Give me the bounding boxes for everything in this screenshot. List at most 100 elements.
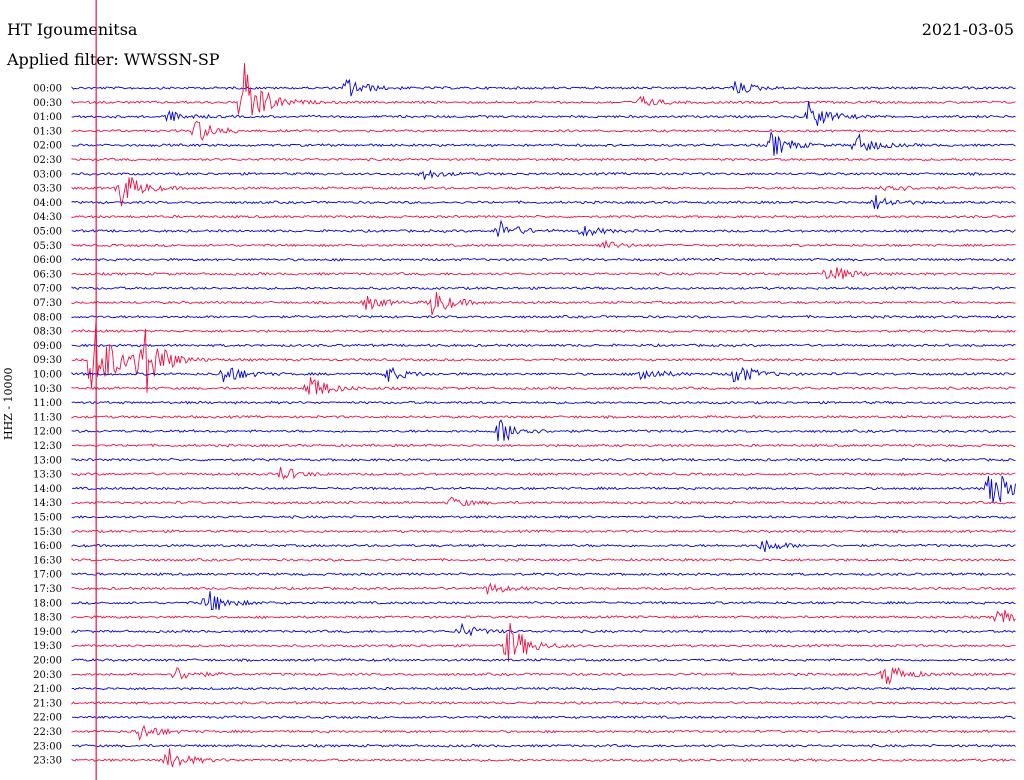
row-time-label: 04:30	[33, 212, 62, 223]
seismic-trace	[71, 686, 1016, 691]
row-time-label: 02:30	[33, 155, 62, 166]
seismic-trace	[71, 169, 1016, 180]
seismic-trace	[71, 622, 1016, 662]
seismic-trace	[71, 239, 1016, 249]
seismic-trace	[71, 715, 1016, 720]
row-time-label: 10:30	[33, 384, 62, 395]
row-time-label: 21:30	[33, 698, 62, 709]
row-time-label: 18:00	[33, 598, 62, 609]
seismic-trace	[71, 314, 1016, 319]
row-time-label: 20:30	[33, 670, 62, 681]
row-time-label: 06:30	[33, 269, 62, 280]
seismic-trace	[71, 557, 1016, 562]
seismic-trace	[71, 591, 1016, 611]
seismic-trace	[71, 443, 1016, 448]
seismic-trace	[71, 286, 1016, 291]
seismic-trace	[71, 657, 1016, 663]
row-time-label: 20:00	[33, 656, 62, 667]
seismic-trace	[71, 377, 1016, 395]
row-time-label: 16:00	[33, 541, 62, 552]
row-time-label: 02:00	[33, 141, 62, 152]
row-time-label: 07:00	[33, 284, 62, 295]
station-title: HT Igoumenitsa	[7, 20, 138, 39]
seismic-trace	[71, 194, 1016, 210]
row-time-label: 12:30	[33, 441, 62, 452]
row-time-label: 14:30	[33, 498, 62, 509]
seismic-trace	[71, 366, 1016, 383]
row-time-label: 00:00	[33, 84, 62, 95]
seismic-trace	[71, 515, 1016, 520]
seismic-trace	[71, 582, 1016, 595]
row-time-label: 03:30	[33, 184, 62, 195]
seismic-trace	[71, 219, 1016, 237]
row-time-label: 23:00	[33, 741, 62, 752]
seismic-trace	[71, 257, 1016, 262]
row-time-label: 03:00	[33, 169, 62, 180]
seismic-trace	[71, 63, 1016, 116]
seismic-trace	[71, 467, 1016, 480]
date-label: 2021-03-05	[921, 20, 1014, 39]
seismic-trace	[71, 414, 1016, 420]
row-time-label: 17:30	[33, 584, 62, 595]
seismic-trace	[71, 157, 1016, 162]
row-time-label: 22:30	[33, 727, 62, 738]
seismic-trace	[71, 400, 1016, 405]
seismic-trace	[71, 529, 1016, 534]
seismic-trace	[71, 724, 1016, 741]
seismic-trace	[71, 214, 1016, 219]
row-time-label: 10:00	[33, 370, 62, 381]
row-time-label: 05:00	[33, 227, 62, 238]
seismic-trace	[71, 700, 1016, 705]
row-time-label: 06:00	[33, 255, 62, 266]
row-time-label: 18:30	[33, 613, 62, 624]
seismic-trace	[71, 748, 1016, 768]
seismic-trace	[71, 320, 1016, 393]
seismic-trace	[71, 329, 1016, 334]
seismic-trace	[71, 292, 1016, 316]
row-time-label: 09:30	[33, 355, 62, 366]
seismic-trace	[71, 267, 1016, 280]
row-time-label: 13:30	[33, 470, 62, 481]
row-time-label: 11:00	[33, 398, 62, 409]
row-time-label: 04:00	[33, 198, 62, 209]
row-time-label: 19:00	[33, 627, 62, 638]
seismic-trace	[71, 101, 1016, 126]
row-time-label: 15:00	[33, 513, 62, 524]
row-time-label: 09:00	[33, 341, 62, 352]
row-time-label: 17:00	[33, 570, 62, 581]
seismic-trace	[71, 610, 1016, 623]
seismic-trace	[71, 343, 1016, 348]
row-time-label: 19:30	[33, 641, 62, 652]
seismic-trace	[71, 78, 1016, 97]
seismic-trace	[71, 540, 1016, 553]
seismic-trace	[71, 457, 1016, 462]
seismic-trace	[71, 419, 1016, 442]
seismic-trace	[71, 120, 1016, 141]
filter-label: Applied filter: WWSSN-SP	[7, 50, 220, 69]
seismic-trace	[71, 496, 1016, 507]
seismic-trace	[71, 666, 1016, 685]
row-time-label: 23:30	[33, 756, 62, 767]
row-time-label: 05:30	[33, 241, 62, 252]
seismic-trace	[71, 475, 1016, 504]
seismic-trace	[71, 131, 1016, 156]
row-time-label: 13:00	[33, 455, 62, 466]
row-time-label: 21:00	[33, 684, 62, 695]
row-time-label: 16:30	[33, 555, 62, 566]
row-time-label: 12:00	[33, 427, 62, 438]
row-time-label: 11:30	[33, 412, 62, 423]
row-time-label: 22:00	[33, 713, 62, 724]
seismic-trace	[71, 177, 1016, 207]
row-time-label: 08:30	[33, 327, 62, 338]
row-time-label: 14:00	[33, 484, 62, 495]
row-time-label: 01:30	[33, 126, 62, 137]
seismic-trace	[71, 572, 1016, 577]
row-time-label: 15:30	[33, 527, 62, 538]
row-time-label: 01:00	[33, 112, 62, 123]
seismic-trace	[71, 743, 1016, 748]
row-time-label: 00:30	[33, 98, 62, 109]
row-time-label: 08:00	[33, 312, 62, 323]
seismic-trace	[71, 622, 1016, 636]
row-time-label: 07:30	[33, 298, 62, 309]
